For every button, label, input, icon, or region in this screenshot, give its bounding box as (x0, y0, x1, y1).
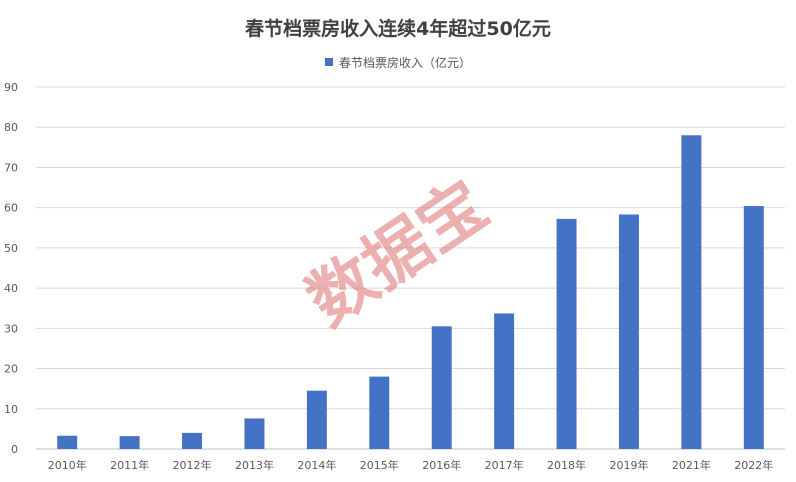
x-tick-label: 2013年 (235, 458, 274, 472)
x-tick-label: 2012年 (173, 458, 212, 472)
bar (306, 390, 327, 449)
x-tick-label: 2010年 (48, 458, 87, 472)
y-axis-ticks: 0 10 20 30 40 50 60 70 80 90 (4, 81, 18, 456)
x-tick-label: 2019年 (609, 458, 648, 472)
bar (743, 206, 764, 449)
x-tick-label: 2017年 (485, 458, 524, 472)
bar (244, 418, 265, 449)
legend: 春节档票房收入（亿元） (324, 55, 471, 70)
legend-swatch (324, 58, 333, 66)
bar (494, 313, 515, 449)
y-tick-label: 40 (4, 282, 18, 295)
x-tick-label: 2021年 (672, 458, 711, 472)
y-tick-label: 60 (4, 202, 18, 215)
bar (119, 436, 140, 449)
bar (182, 432, 203, 449)
chart-title: 春节档票房收入连续4年超过50亿元 (245, 17, 551, 40)
y-tick-label: 90 (4, 81, 18, 94)
bar (431, 326, 452, 449)
y-tick-label: 50 (4, 242, 18, 255)
x-tick-label: 2016年 (422, 458, 461, 472)
y-tick-label: 70 (4, 161, 18, 174)
y-tick-label: 10 (4, 403, 18, 416)
bar (618, 214, 639, 449)
legend-label: 春节档票房收入（亿元） (339, 55, 471, 70)
x-tick-label: 2011年 (110, 458, 149, 472)
x-tick-label: 2018年 (547, 458, 586, 472)
gridlines (36, 86, 785, 450)
bar (369, 376, 390, 449)
y-tick-label: 0 (11, 443, 18, 456)
bar (57, 435, 78, 449)
bar (556, 218, 577, 449)
bars (57, 135, 764, 449)
x-tick-label: 2022年 (734, 458, 773, 472)
x-axis-ticks: 2010年 2011年 2012年 2013年 2014年 2015年 2016年 2017年… (48, 458, 774, 472)
x-tick-label: 2014年 (297, 458, 336, 472)
x-tick-label: 2015年 (360, 458, 399, 472)
watermark: 数据宝 (294, 166, 501, 341)
y-tick-label: 20 (4, 363, 18, 376)
y-tick-label: 80 (4, 121, 18, 134)
y-tick-label: 30 (4, 322, 18, 335)
bar (681, 135, 702, 449)
